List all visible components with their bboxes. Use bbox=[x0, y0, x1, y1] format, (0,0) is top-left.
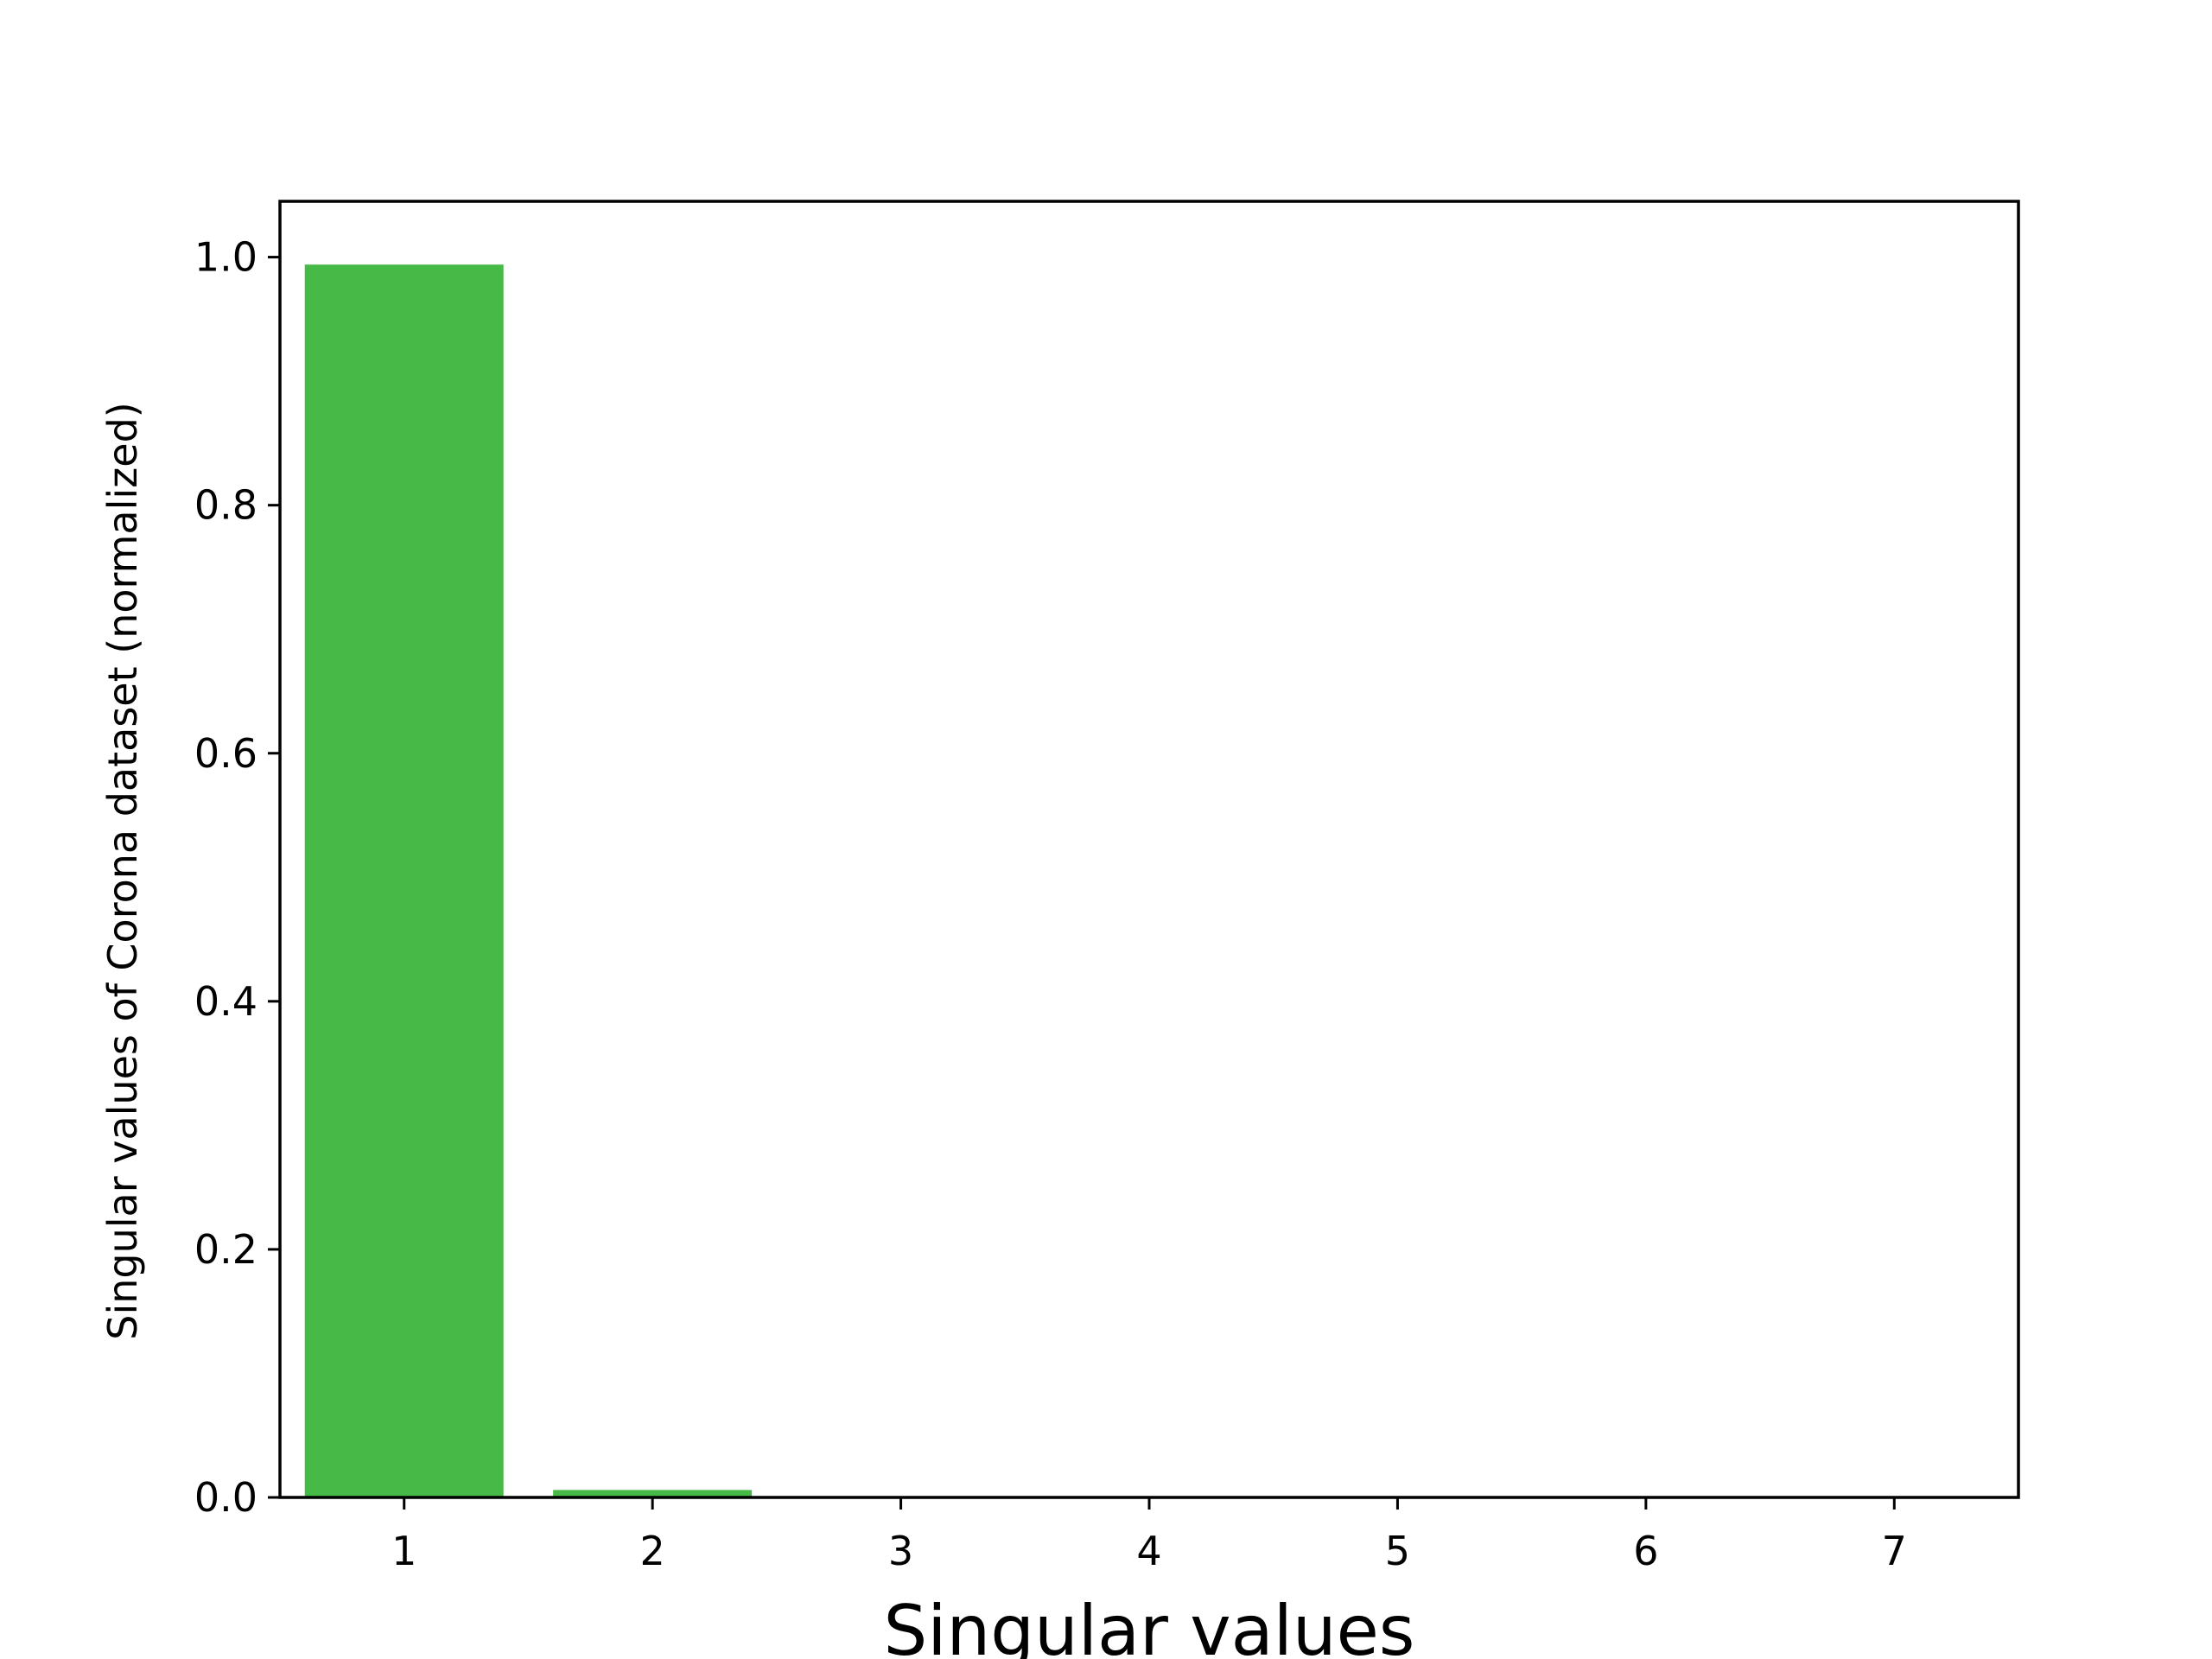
x-tick-label: 1 bbox=[391, 1528, 416, 1574]
y-axis-title: Singular values of Corona dataset (norma… bbox=[99, 402, 146, 1340]
y-axis-ticks: 0.0 0.2 0.4 0.6 0.8 1.0 bbox=[194, 234, 280, 1521]
y-tick-label: 0.8 bbox=[194, 482, 257, 529]
x-tick-label: 3 bbox=[888, 1528, 913, 1574]
x-tick-label: 5 bbox=[1385, 1528, 1410, 1574]
x-tick-label: 6 bbox=[1633, 1528, 1658, 1574]
y-tick-label: 1.0 bbox=[194, 234, 257, 281]
y-tick-label: 0.2 bbox=[194, 1226, 257, 1273]
y-tick-label: 0.6 bbox=[194, 730, 257, 777]
bar-1 bbox=[304, 264, 504, 1497]
y-tick-label: 0.4 bbox=[194, 978, 257, 1025]
x-axis-title: Singular values bbox=[884, 1591, 1415, 1659]
bar-2 bbox=[553, 1490, 753, 1497]
x-tick-label: 7 bbox=[1882, 1528, 1907, 1574]
bars-group bbox=[304, 264, 753, 1497]
x-tick-label: 2 bbox=[640, 1528, 665, 1574]
y-tick-label: 0.0 bbox=[194, 1474, 257, 1521]
x-tick-label: 4 bbox=[1136, 1528, 1161, 1574]
plot-area-frame bbox=[278, 200, 2020, 1499]
x-axis-ticks: 1 2 3 4 5 6 7 bbox=[391, 1497, 1907, 1574]
